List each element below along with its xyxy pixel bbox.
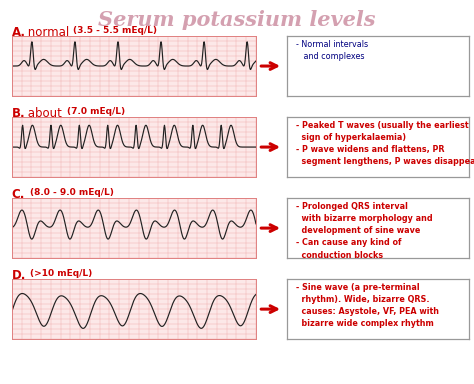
Text: - Prolonged QRS interval
  with bizarre morphology and
  development of sine wav: - Prolonged QRS interval with bizarre mo… xyxy=(296,202,432,260)
Text: A.: A. xyxy=(12,26,26,39)
Text: (>10 mEq/L): (>10 mEq/L) xyxy=(30,269,92,278)
Text: - Peaked T waves (usually the earliest
  sign of hyperkalaemia)
- P wave widens : - Peaked T waves (usually the earliest s… xyxy=(296,121,474,166)
Text: B.: B. xyxy=(12,107,26,120)
Text: about: about xyxy=(24,107,65,120)
Text: - Normal intervals
   and complexes: - Normal intervals and complexes xyxy=(296,40,368,61)
Text: Serum potassium levels: Serum potassium levels xyxy=(98,10,376,30)
Text: - Sine wave (a pre-terminal
  rhythm). Wide, bizarre QRS.
  causes: Asystole, VF: - Sine wave (a pre-terminal rhythm). Wid… xyxy=(296,283,439,328)
Text: (3.5 - 5.5 mEq/L): (3.5 - 5.5 mEq/L) xyxy=(73,26,157,35)
Text: normal: normal xyxy=(24,26,73,39)
Text: D.: D. xyxy=(12,269,26,282)
Text: (8.0 - 9.0 mEq/L): (8.0 - 9.0 mEq/L) xyxy=(30,188,114,197)
Text: C.: C. xyxy=(12,188,25,201)
Text: (7.0 mEq/L): (7.0 mEq/L) xyxy=(67,107,125,116)
